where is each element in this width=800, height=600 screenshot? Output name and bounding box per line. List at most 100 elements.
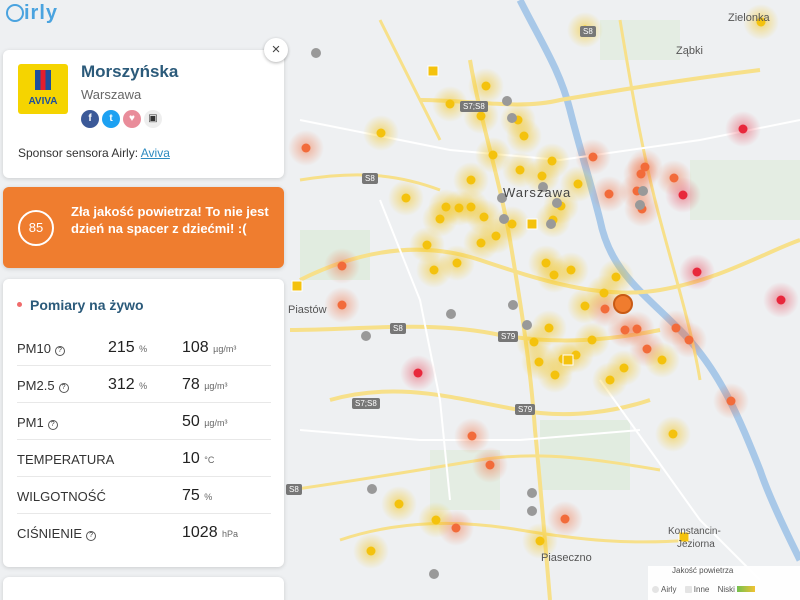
sponsor-link[interactable]: Aviva	[140, 146, 170, 160]
sensor-marker[interactable]	[454, 203, 464, 213]
sensor-marker[interactable]	[451, 523, 461, 533]
heart-icon[interactable]: ♥	[123, 110, 141, 128]
help-icon[interactable]: ?	[58, 383, 69, 393]
sensor-marker[interactable]	[534, 357, 544, 367]
sensor-marker[interactable]	[560, 514, 570, 524]
sensor-marker[interactable]	[600, 304, 610, 314]
offline-sensor-marker[interactable]	[527, 488, 537, 498]
sensor-marker[interactable]	[692, 267, 702, 277]
sensor-marker[interactable]	[529, 337, 539, 347]
sensor-marker[interactable]	[491, 231, 501, 241]
offline-sensor-marker[interactable]	[502, 96, 512, 106]
sensor-marker[interactable]	[550, 370, 560, 380]
sensor-marker[interactable]	[566, 265, 576, 275]
offline-sensor-marker[interactable]	[497, 193, 507, 203]
sensor-marker[interactable]	[466, 202, 476, 212]
sensor-marker[interactable]	[431, 515, 441, 525]
sensor-marker[interactable]	[587, 335, 597, 345]
sensor-marker[interactable]	[515, 165, 525, 175]
sensor-marker[interactable]	[394, 499, 404, 509]
offline-sensor-marker[interactable]	[507, 113, 517, 123]
offline-sensor-marker[interactable]	[429, 569, 439, 579]
help-icon[interactable]: ?	[47, 420, 58, 430]
other-sensor-marker[interactable]	[427, 65, 439, 77]
sensor-marker[interactable]	[467, 431, 477, 441]
sensor-marker[interactable]	[445, 99, 455, 109]
sensor-marker[interactable]	[611, 272, 621, 282]
sensor-marker[interactable]	[481, 81, 491, 91]
airly-logo[interactable]: irly	[6, 2, 58, 25]
sensor-marker[interactable]	[476, 238, 486, 248]
sensor-marker[interactable]	[466, 175, 476, 185]
sensor-marker[interactable]	[671, 323, 681, 333]
sensor-marker[interactable]	[401, 193, 411, 203]
sensor-marker[interactable]	[756, 17, 766, 27]
sensor-marker[interactable]	[642, 344, 652, 354]
sensor-marker[interactable]	[738, 124, 748, 134]
sensor-marker[interactable]	[479, 212, 489, 222]
sensor-marker[interactable]	[476, 111, 486, 121]
offline-sensor-marker[interactable]	[635, 200, 645, 210]
sensor-marker[interactable]	[640, 162, 650, 172]
sensor-marker[interactable]	[519, 131, 529, 141]
aviva-logo[interactable]: AVIVA	[18, 64, 68, 114]
other-sensor-marker[interactable]	[291, 280, 303, 292]
embed-icon[interactable]: ▣	[144, 110, 162, 128]
help-icon[interactable]: ?	[54, 346, 65, 356]
sensor-marker[interactable]	[580, 301, 590, 311]
selected-sensor-marker[interactable]	[613, 294, 633, 314]
other-sensor-marker[interactable]	[678, 531, 690, 543]
sensor-marker[interactable]	[599, 288, 609, 298]
sensor-marker[interactable]	[452, 258, 462, 268]
sensor-marker[interactable]	[485, 460, 495, 470]
other-sensor-marker[interactable]	[562, 354, 574, 366]
sensor-marker[interactable]	[413, 368, 423, 378]
sensor-marker[interactable]	[726, 396, 736, 406]
sensor-marker[interactable]	[549, 270, 559, 280]
offline-sensor-marker[interactable]	[446, 309, 456, 319]
sensor-marker[interactable]	[544, 323, 554, 333]
sensor-marker[interactable]	[429, 265, 439, 275]
close-button[interactable]: ×	[264, 38, 288, 62]
sensor-marker[interactable]	[632, 324, 642, 334]
sensor-marker[interactable]	[604, 189, 614, 199]
twitter-icon[interactable]: t	[102, 110, 120, 128]
offline-sensor-marker[interactable]	[522, 320, 532, 330]
sensor-marker[interactable]	[541, 258, 551, 268]
sensor-marker[interactable]	[507, 219, 517, 229]
sensor-marker[interactable]	[535, 536, 545, 546]
offline-sensor-marker[interactable]	[508, 300, 518, 310]
sensor-marker[interactable]	[668, 429, 678, 439]
help-icon[interactable]: ?	[86, 531, 97, 541]
offline-sensor-marker[interactable]	[546, 219, 556, 229]
offline-sensor-marker[interactable]	[638, 186, 648, 196]
sensor-marker[interactable]	[619, 363, 629, 373]
sensor-marker[interactable]	[669, 173, 679, 183]
sensor-marker[interactable]	[573, 179, 583, 189]
sensor-marker[interactable]	[678, 190, 688, 200]
sensor-marker[interactable]	[776, 295, 786, 305]
sensor-marker[interactable]	[376, 128, 386, 138]
sensor-marker[interactable]	[605, 375, 615, 385]
sensor-marker[interactable]	[337, 261, 347, 271]
sensor-marker[interactable]	[441, 202, 451, 212]
sensor-marker[interactable]	[571, 350, 581, 360]
offline-sensor-marker[interactable]	[367, 484, 377, 494]
offline-sensor-marker[interactable]	[499, 214, 509, 224]
sensor-marker[interactable]	[657, 355, 667, 365]
offline-sensor-marker[interactable]	[527, 506, 537, 516]
sensor-marker[interactable]	[547, 156, 557, 166]
sensor-marker[interactable]	[435, 214, 445, 224]
sensor-marker[interactable]	[684, 335, 694, 345]
sensor-marker[interactable]	[588, 152, 598, 162]
sensor-marker[interactable]	[366, 546, 376, 556]
sensor-marker[interactable]	[488, 150, 498, 160]
sensor-marker[interactable]	[337, 300, 347, 310]
sensor-marker[interactable]	[301, 143, 311, 153]
offline-sensor-marker[interactable]	[361, 331, 371, 341]
facebook-icon[interactable]: f	[81, 110, 99, 128]
offline-sensor-marker[interactable]	[538, 182, 548, 192]
sensor-marker[interactable]	[537, 171, 547, 181]
other-sensor-marker[interactable]	[526, 218, 538, 230]
